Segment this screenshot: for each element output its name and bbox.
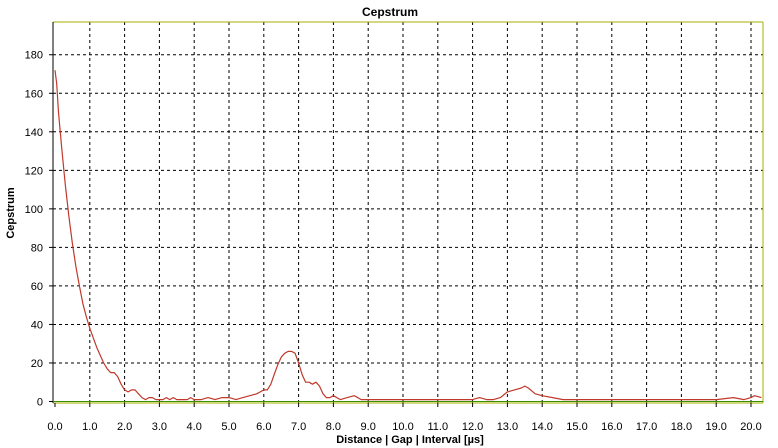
y-tick-label: 40 <box>31 319 43 331</box>
y-tick-label: 20 <box>31 358 43 370</box>
x-tick-label: 4.0 <box>187 421 202 433</box>
x-tick-label: 6.0 <box>256 421 271 433</box>
x-tick-label: 3.0 <box>152 421 167 433</box>
series-line <box>54 70 762 401</box>
x-tick-label: 20.0 <box>740 421 761 433</box>
y-tick-label: 160 <box>25 88 43 100</box>
x-tick-label: 14.0 <box>531 421 552 433</box>
x-tick-label: 19.0 <box>705 421 726 433</box>
x-tick-label: 7.0 <box>291 421 306 433</box>
y-tick-label: 140 <box>25 127 43 139</box>
y-tick-label: 120 <box>25 165 43 177</box>
x-tick-label: 5.0 <box>221 421 236 433</box>
x-tick-label: 2.0 <box>117 421 132 433</box>
x-tick-label: 15.0 <box>566 421 587 433</box>
grid-lines <box>53 22 763 403</box>
x-axis-label: Distance | Gap | Interval [µs] <box>336 434 484 446</box>
x-tick-label: 0.0 <box>47 421 62 433</box>
y-tick-label: 80 <box>31 242 43 254</box>
plot-background <box>53 22 763 403</box>
x-tick-label: 11.0 <box>428 421 449 433</box>
x-axis-ticks: 0.0 1.0 2.0 3.0 4.0 5.0 6.0 7.0 8.0 9.0 10.0 11.0 12… <box>47 403 762 433</box>
y-axis-ticks: 0 20 40 60 80 100 120 140 160 180 <box>25 50 53 409</box>
x-tick-label: 17.0 <box>636 421 657 433</box>
x-tick-label: 1.0 <box>82 421 97 433</box>
y-axis-label: Cepstrum <box>5 187 17 239</box>
x-tick-label: 18.0 <box>671 421 692 433</box>
y-tick-label: 100 <box>25 204 43 216</box>
y-tick-label: 60 <box>31 281 43 293</box>
y-tick-label: 0 <box>37 397 43 409</box>
y-tick-label: 180 <box>25 50 43 62</box>
x-tick-label: 12.0 <box>462 421 483 433</box>
x-tick-label: 13.0 <box>497 421 518 433</box>
x-tick-label: 8.0 <box>326 421 341 433</box>
series-layer <box>54 70 762 401</box>
x-tick-label: 16.0 <box>601 421 622 433</box>
x-tick-label: 9.0 <box>361 421 376 433</box>
chart-title: Cepstrum <box>362 5 418 19</box>
x-tick-label: 10.0 <box>392 421 413 433</box>
